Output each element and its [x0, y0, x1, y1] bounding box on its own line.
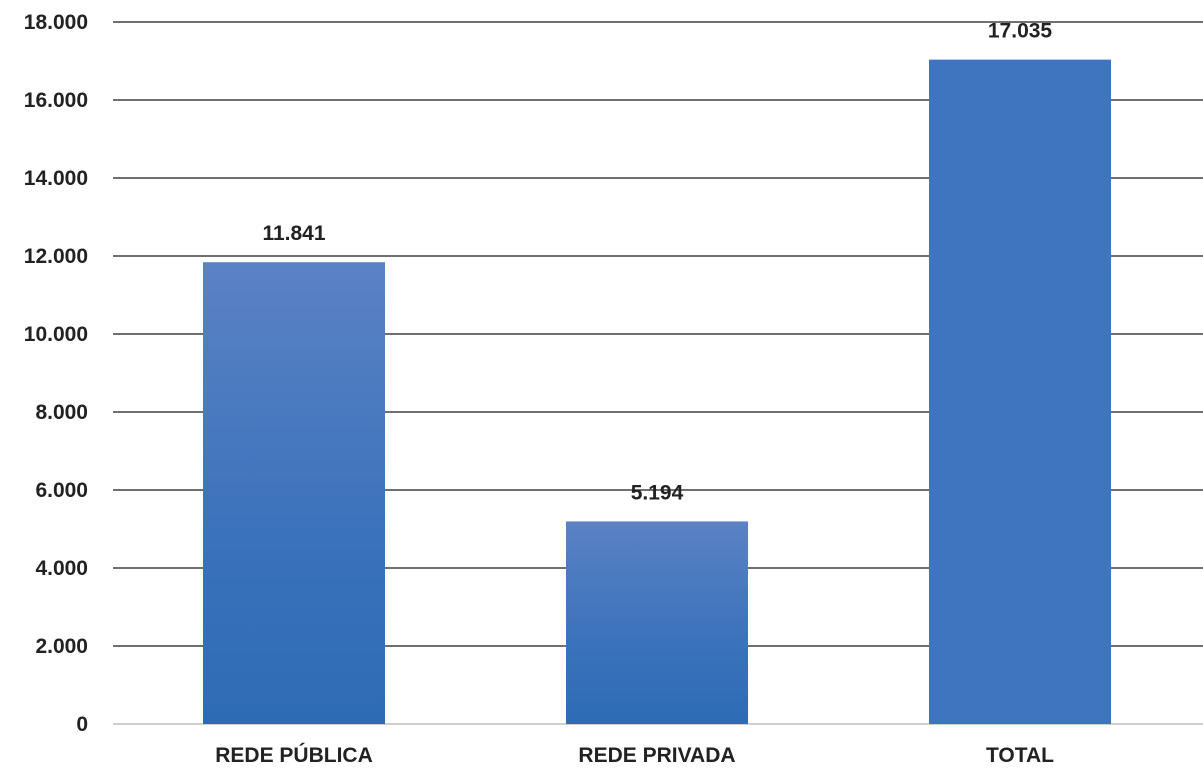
y-tick-label: 10.000	[24, 323, 88, 346]
bar	[203, 262, 385, 724]
data-labels: 11.841 5.194 17.035	[262, 20, 1052, 505]
y-tick-label: 16.000	[24, 89, 88, 112]
y-tick-label: 6.000	[35, 479, 88, 502]
y-axis-tick-labels: 0 2.000 4.000 6.000 8.000 10.000 12.000 14.000 1…	[24, 11, 88, 736]
y-tick-label: 2.000	[35, 635, 88, 658]
bar	[929, 59, 1111, 724]
y-tick-label: 12.000	[24, 245, 88, 268]
x-category-label: REDE PÚBLICA	[215, 743, 373, 767]
x-axis-category-labels: REDE PÚBLICA REDE PRIVADA TOTAL	[215, 743, 1054, 767]
bars	[203, 59, 1111, 724]
y-tick-label: 8.000	[35, 401, 88, 424]
y-tick-label: 4.000	[35, 557, 88, 580]
y-tick-label: 0	[76, 713, 88, 736]
y-tick-label: 18.000	[24, 11, 88, 34]
data-label: 11.841	[262, 222, 325, 245]
y-tick-label: 14.000	[24, 167, 88, 190]
data-label: 5.194	[631, 481, 684, 504]
bar	[566, 521, 748, 724]
data-label: 17.035	[988, 20, 1053, 43]
x-category-label: REDE PRIVADA	[578, 744, 735, 767]
x-category-label: TOTAL	[986, 744, 1054, 767]
